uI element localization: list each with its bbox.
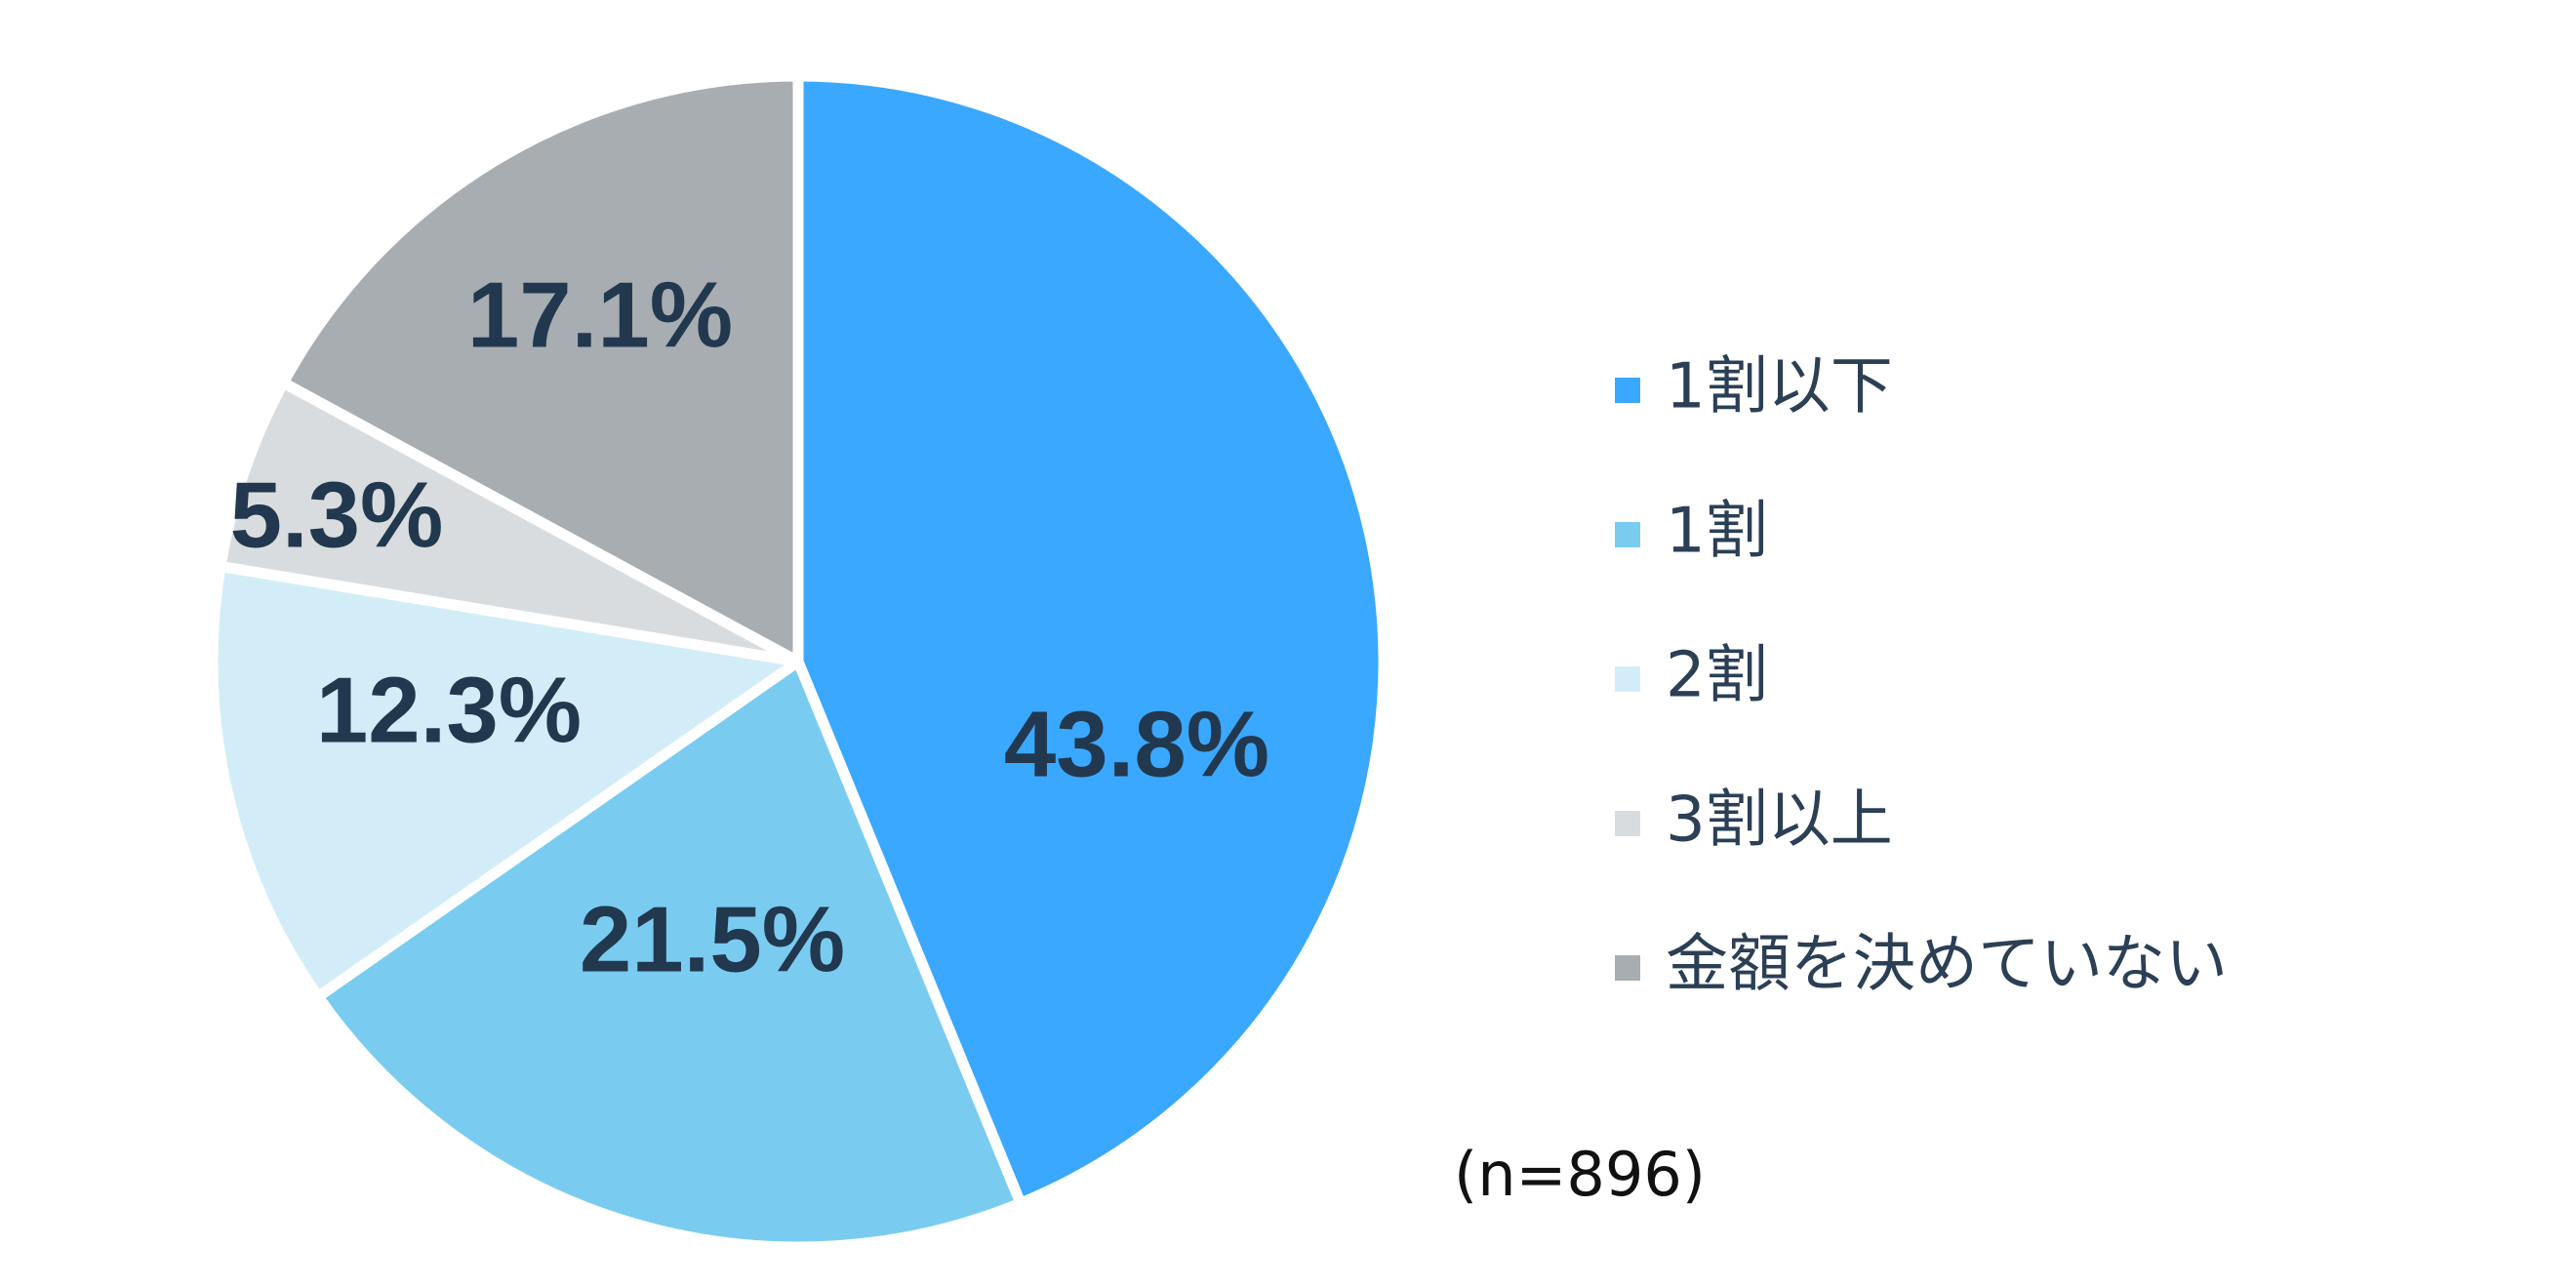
legend-item: 1割 xyxy=(1615,496,1768,568)
legend-item: 3割以上 xyxy=(1615,785,1893,857)
pie-slice-label: 43.8% xyxy=(1004,692,1269,796)
sample-size-annotation: (n=896) xyxy=(1454,1139,1706,1210)
pie-slice-label: 12.3% xyxy=(316,658,582,762)
legend-swatch xyxy=(1615,811,1640,836)
legend-swatch xyxy=(1615,955,1640,981)
pie-slice xyxy=(277,70,804,667)
pie-slices xyxy=(207,70,1389,1253)
pie-slice xyxy=(215,377,804,667)
pie-slice-label: 21.5% xyxy=(580,887,845,991)
legend-label: 1割 xyxy=(1666,496,1768,568)
pie-slice xyxy=(312,656,1026,1253)
legend-label: 2割 xyxy=(1666,640,1768,712)
pie-slice xyxy=(792,70,1389,1209)
legend-label: 金額を決めていない xyxy=(1666,929,2228,1001)
legend-item: 1割以下 xyxy=(1615,351,1893,423)
legend-label: 3割以上 xyxy=(1666,785,1893,857)
legend-swatch xyxy=(1615,522,1640,547)
pie-slice-label: 5.3% xyxy=(230,463,444,567)
pie-slice xyxy=(207,560,804,1002)
pie-slice-label: 17.1% xyxy=(467,262,733,367)
legend-item: 2割 xyxy=(1615,640,1768,712)
legend-item: 金額を決めていない xyxy=(1615,929,2228,1001)
pie-slice-labels: 43.8% 21.5% 12.3% 5.3%17.1% xyxy=(230,262,1270,991)
legend-swatch xyxy=(1615,666,1640,692)
legend-swatch xyxy=(1615,378,1640,403)
legend-label: 1割以下 xyxy=(1666,351,1893,423)
